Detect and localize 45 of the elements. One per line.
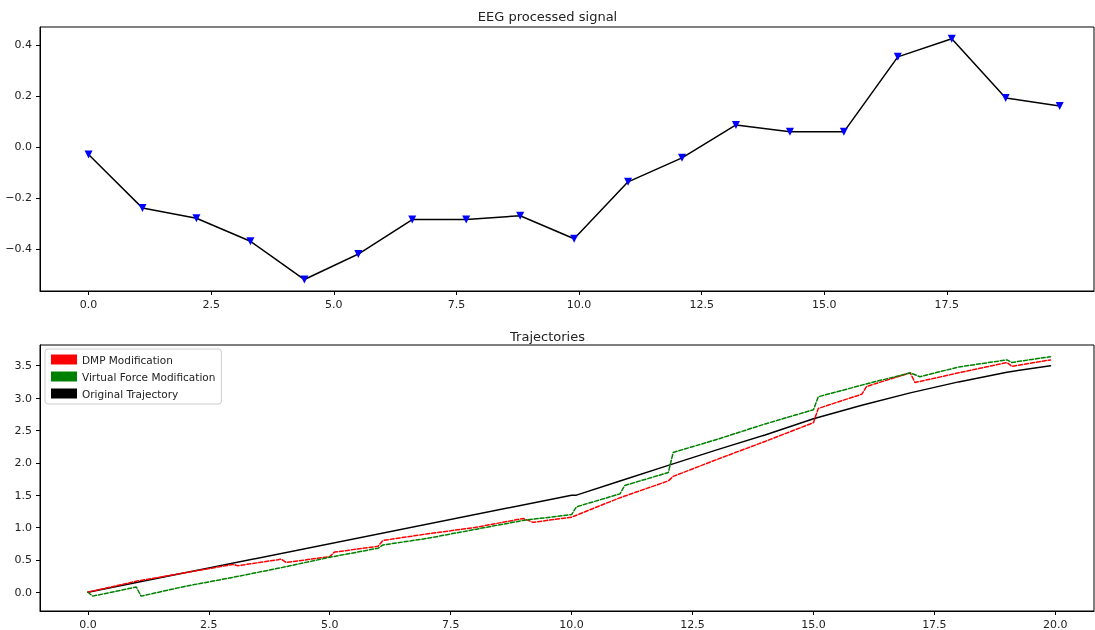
x-tick-label: 2.5 — [202, 298, 220, 311]
y-tick-label: 0.4 — [14, 38, 32, 52]
point — [354, 250, 363, 259]
y-tick-label: 3.0 — [14, 391, 32, 405]
x-tick-label: 12.5 — [680, 618, 705, 630]
x-tick-label: 17.5 — [922, 618, 947, 630]
x-tick-label: 10.0 — [559, 618, 584, 630]
point — [839, 127, 848, 136]
y-tick-label: −0.4 — [5, 242, 32, 256]
x-tick-label: 15.0 — [801, 618, 826, 630]
point — [246, 237, 255, 246]
x-tick-label: 7.5 — [447, 298, 466, 311]
x-tick-label: 7.5 — [441, 618, 460, 630]
y-tick-label: 3.5 — [14, 359, 32, 373]
legend-label: Original Trajectory — [82, 387, 179, 400]
chart-title: Trajectories — [509, 329, 586, 344]
x-tick-label: 0.0 — [79, 298, 98, 311]
point — [785, 127, 794, 136]
y-tick-label: 1.5 — [14, 488, 32, 502]
y-tick-label: 2.5 — [14, 423, 32, 437]
point — [138, 204, 147, 213]
y-tick-label: 0.0 — [14, 585, 32, 599]
x-tick-label: 20.0 — [1043, 618, 1068, 630]
point — [678, 153, 687, 162]
legend-label: Virtual Force Modification — [82, 370, 216, 383]
point — [1055, 102, 1064, 111]
y-tick-label: 1.0 — [14, 521, 32, 535]
point — [192, 214, 201, 223]
x-tick-label: 2.5 — [200, 618, 218, 630]
point — [624, 177, 633, 186]
y-tick-label: 0.2 — [14, 89, 32, 103]
y-tick-label: 0.5 — [14, 553, 32, 567]
x-tick-label: 12.5 — [689, 298, 714, 311]
x-tick-label: 5.0 — [325, 298, 343, 311]
x-tick-label: 0.0 — [79, 618, 97, 630]
x-tick-label: 17.5 — [934, 298, 960, 311]
chart-title: EEG processed signal — [477, 9, 618, 24]
y-tick-label: −0.2 — [5, 191, 32, 205]
x-tick-label: 5.0 — [320, 618, 339, 630]
x-tick-label: 15.0 — [812, 298, 837, 311]
point — [731, 120, 740, 129]
x-tick-label: 10.0 — [566, 298, 592, 311]
y-tick-label: 0.0 — [14, 140, 32, 154]
legend-label: DMP Modification — [82, 353, 173, 366]
y-tick-label: 2.0 — [14, 456, 32, 470]
